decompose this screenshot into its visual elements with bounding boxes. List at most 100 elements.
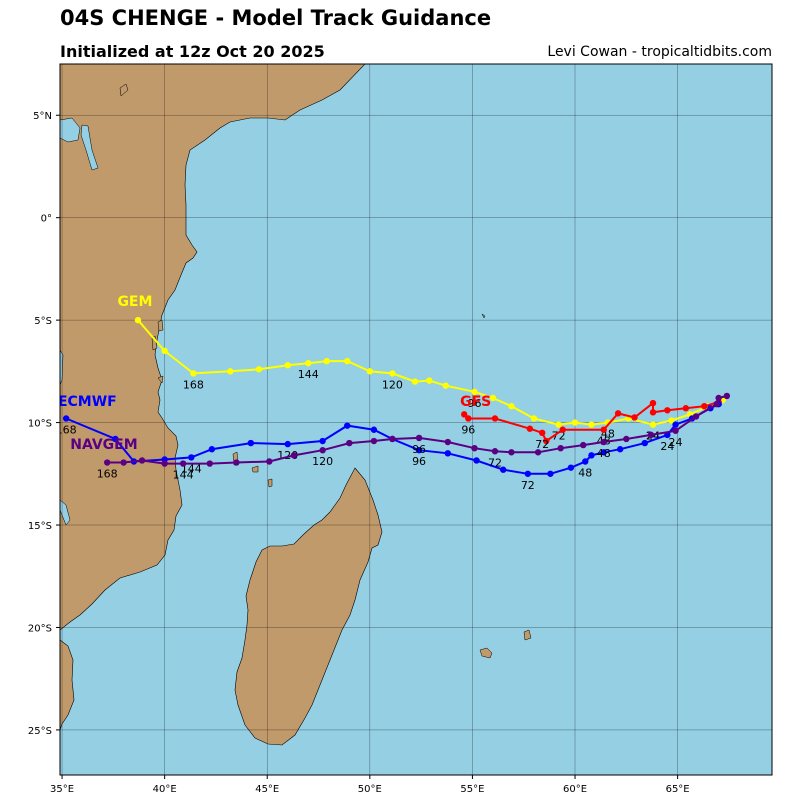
track-point bbox=[647, 431, 655, 439]
track-point bbox=[588, 452, 595, 459]
track-point bbox=[559, 426, 566, 433]
socotra-ref-island bbox=[119, 83, 129, 97]
track-point bbox=[571, 419, 579, 426]
track-point bbox=[284, 362, 291, 369]
comoros-island-2 bbox=[251, 465, 259, 473]
track-point bbox=[233, 459, 240, 466]
track-line bbox=[463, 401, 719, 443]
track-point bbox=[715, 394, 722, 402]
forecast-hour-label: 144 bbox=[173, 469, 194, 482]
mayotte-island bbox=[267, 478, 273, 488]
lake-victoria bbox=[60, 117, 81, 143]
track-point bbox=[582, 458, 589, 465]
track-point bbox=[134, 316, 142, 324]
lon-tick-label: 50°E bbox=[358, 784, 382, 795]
track-point bbox=[713, 400, 720, 408]
track-point bbox=[319, 437, 326, 445]
track-point bbox=[344, 422, 351, 429]
model-label: ECMWF bbox=[58, 394, 117, 410]
track-point bbox=[489, 394, 497, 402]
forecast-hour-label: 72 bbox=[521, 479, 535, 492]
track-point bbox=[600, 449, 607, 456]
forecast-hour-label: 96 bbox=[467, 397, 481, 410]
track-point bbox=[543, 437, 550, 445]
track-point bbox=[161, 347, 168, 355]
track-point bbox=[500, 466, 507, 473]
lon-tick-label: 60°E bbox=[563, 784, 587, 795]
track-point bbox=[370, 437, 378, 445]
track-point bbox=[444, 438, 452, 446]
track-point bbox=[491, 415, 499, 422]
track-point bbox=[580, 441, 587, 449]
track-point bbox=[649, 421, 657, 428]
forecast-hour-label: 120 bbox=[312, 455, 333, 468]
track-point bbox=[723, 392, 731, 400]
track-point bbox=[415, 447, 423, 454]
track-point bbox=[701, 402, 708, 410]
africa-land bbox=[60, 64, 366, 631]
track-point bbox=[692, 413, 700, 420]
track-ecmwf: 24 48 72 96 120 144 168 ECMWF bbox=[56, 394, 722, 492]
madagascar-land bbox=[234, 467, 383, 746]
forecast-hour-label: 24 bbox=[669, 436, 683, 449]
init-time-subtitle: Initialized at 12z Oct 20 2025 bbox=[60, 42, 325, 61]
lon-tick-label: 40°E bbox=[153, 784, 177, 795]
track-point bbox=[138, 457, 146, 464]
track-point bbox=[179, 460, 187, 467]
southeast-africa-coast bbox=[60, 639, 75, 731]
track-point bbox=[600, 426, 607, 433]
track-point bbox=[508, 449, 515, 456]
track-point bbox=[208, 446, 216, 453]
track-line bbox=[137, 319, 724, 426]
track-point bbox=[188, 454, 195, 461]
lon-tick-label: 35°E bbox=[50, 784, 74, 795]
track-point bbox=[471, 388, 478, 396]
forecast-hour-label: 48 bbox=[597, 447, 611, 460]
track-point bbox=[473, 457, 480, 464]
forecast-hour-label: 24 bbox=[660, 440, 674, 453]
track-point bbox=[631, 414, 638, 421]
forecast-hour-label: 96 bbox=[461, 423, 475, 436]
track-point bbox=[389, 370, 396, 377]
track-point bbox=[444, 450, 452, 457]
track-point bbox=[557, 444, 564, 452]
track-point bbox=[614, 410, 622, 417]
track-point bbox=[415, 434, 423, 442]
track-point bbox=[284, 440, 291, 448]
forecast-hour-label: 144 bbox=[298, 368, 319, 381]
track-point bbox=[682, 405, 690, 412]
track-point bbox=[247, 439, 255, 447]
forecast-hour-label: 72 bbox=[488, 456, 502, 469]
track-point bbox=[411, 378, 419, 385]
track-point bbox=[370, 426, 378, 433]
track-point bbox=[465, 415, 472, 422]
track-point bbox=[112, 435, 119, 443]
track-point bbox=[530, 415, 538, 422]
track-point bbox=[319, 447, 326, 454]
track-point bbox=[491, 448, 499, 455]
model-tracks: 24487296120144168GEM24487296GFS244872961… bbox=[56, 294, 731, 492]
map-frame bbox=[59, 63, 773, 776]
model-label: NAVGEM bbox=[70, 437, 137, 453]
forecast-hour-label: 168 bbox=[183, 378, 204, 391]
mafia-island bbox=[157, 375, 164, 384]
forecast-hour-label: 96 bbox=[412, 455, 426, 468]
track-point bbox=[190, 370, 197, 377]
lat-tick-label: 5°N bbox=[33, 111, 52, 122]
track-point bbox=[103, 459, 111, 466]
track-point bbox=[672, 427, 679, 434]
gridlines bbox=[60, 64, 772, 775]
track-point bbox=[600, 438, 607, 446]
track-point bbox=[323, 357, 330, 365]
credit-text: Levi Cowan - tropicaltidbits.com bbox=[547, 44, 772, 60]
lon-tick-label: 45°E bbox=[255, 784, 279, 795]
lon-tick-label: 65°E bbox=[666, 784, 690, 795]
lat-tick-label: 0° bbox=[41, 214, 52, 225]
forecast-hour-label: 168 bbox=[56, 423, 77, 436]
forecast-hour-label: 96 bbox=[412, 443, 426, 456]
track-point bbox=[120, 459, 127, 466]
pemba-island bbox=[151, 335, 158, 351]
track-point bbox=[649, 409, 657, 416]
track-point bbox=[524, 470, 532, 477]
